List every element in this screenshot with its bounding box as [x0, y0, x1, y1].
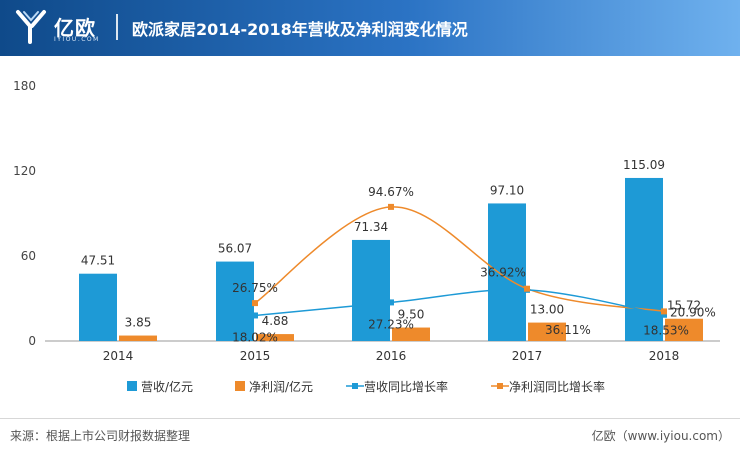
profit-growth-point: [661, 308, 667, 315]
header-divider: [116, 14, 118, 40]
profit-bar-label: 9.50: [398, 308, 425, 322]
logo-mark-icon: [16, 10, 46, 44]
footer-bar: 来源：根据上市公司财报数据整理 亿欧（www.iyiou.com）: [0, 418, 740, 449]
revenue-bar-label: 47.51: [81, 254, 115, 268]
revenue-bar: [625, 177, 663, 341]
x-tick-label: 2017: [512, 349, 543, 363]
revenue-growth-label: 18.02%: [232, 330, 278, 344]
x-tick-label: 2014: [103, 349, 134, 363]
profit-growth-label: 26.75%: [232, 281, 278, 295]
revenue-growth-label: 27.23%: [368, 317, 414, 331]
profit-bar-label: 13.00: [530, 303, 564, 317]
profit-bar: [528, 322, 566, 341]
legend-revenue-swatch: [127, 381, 137, 391]
legend-revenue-label: 营收/亿元: [141, 379, 193, 394]
revenue-growth-label: 36.11%: [545, 323, 591, 337]
profit-bar: [256, 334, 294, 341]
revenue-growth-point: [661, 311, 667, 318]
revenue-bar: [488, 203, 526, 341]
legend-profit-swatch: [235, 381, 245, 391]
revenue-growth-line: [254, 288, 665, 317]
chart-area: 0 60 120 180 2014 2015 2016 2017 2018 47.51 3.85 56…: [13, 79, 720, 394]
legend-revenue-growth-swatch-marker: [352, 383, 358, 389]
revenue-growth-point: [388, 299, 394, 306]
site-credit: 亿欧（www.iyiou.com）: [591, 429, 730, 443]
profit-growth-label: 36.92%: [480, 266, 526, 280]
revenue-growth-label: 18.53%: [643, 324, 689, 338]
profit-growth-point: [252, 300, 258, 307]
legend-revenue-growth-label: 营收同比增长率: [364, 379, 448, 394]
profit-bar-label: 4.88: [262, 314, 289, 328]
revenue-bar-label: 71.34: [354, 220, 388, 234]
profit-bar: [392, 327, 430, 341]
y-tick-label: 120: [13, 164, 36, 178]
revenue-bar: [352, 239, 390, 341]
x-tick-label: 2018: [649, 349, 680, 363]
revenue-bar-label: 56.07: [218, 242, 252, 256]
y-tick-label: 180: [13, 79, 36, 93]
page-title: 欧派家居2014-2018年营收及净利润变化情况: [132, 20, 468, 39]
legend-profit-growth-label: 净利润同比增长率: [509, 379, 605, 394]
profit-growth-point: [388, 203, 394, 210]
revenue-bar-label: 97.10: [490, 183, 524, 197]
y-tick-label: 60: [21, 249, 36, 263]
profit-growth-label: 94.67%: [368, 185, 414, 199]
brand-domain: IYIOU.COM: [54, 36, 100, 43]
revenue-bar-label: 115.09: [623, 158, 665, 172]
revenue-bar: [216, 261, 254, 341]
profit-bar: [665, 318, 703, 341]
legend-profit-growth-swatch-marker: [497, 383, 503, 389]
y-tick-label: 0: [28, 334, 36, 348]
profit-bar: [119, 335, 157, 341]
x-tick-label: 2015: [240, 349, 271, 363]
profit-growth-label: 20.90%: [670, 305, 716, 319]
x-tick-label: 2016: [376, 349, 407, 363]
profit-bar-label: 3.85: [125, 316, 152, 330]
revenue-bar: [79, 273, 117, 341]
profit-growth-line: [254, 206, 665, 313]
profit-bar-label: 15.72: [667, 299, 701, 313]
profit-growth-point: [524, 285, 530, 292]
source-note: 来源：根据上市公司财报数据整理: [10, 429, 191, 443]
header-bar: 亿欧 IYIOU.COM 欧派家居2014-2018年营收及净利润变化情况: [0, 0, 740, 56]
revenue-growth-point: [252, 312, 258, 319]
brand-logo: 亿欧 IYIOU.COM: [14, 8, 124, 48]
legend-profit-label: 净利润/亿元: [249, 379, 313, 394]
brand-name: 亿欧: [54, 16, 96, 40]
